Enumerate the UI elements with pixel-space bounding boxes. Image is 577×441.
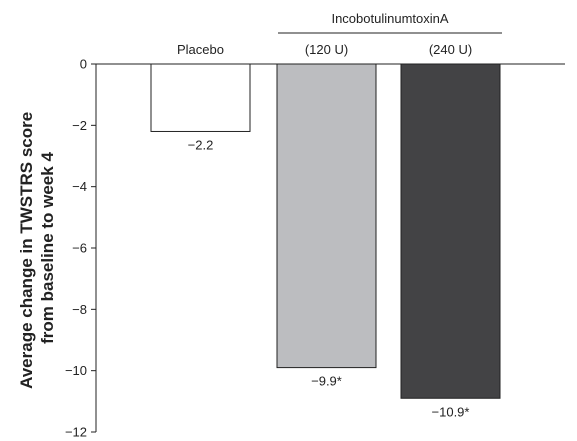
bar <box>400 63 501 399</box>
category-label: (120 U) <box>305 42 348 57</box>
bars: Placebo −2.2 (120 U) −9.9* (240 U) −10.9* <box>150 42 501 419</box>
data-label: −9.9* <box>311 374 342 389</box>
y-tick-label: −12 <box>65 425 87 440</box>
y-axis-ticks: 0 −2 −4 −6 −8 −10 −12 <box>65 57 96 440</box>
y-axis-label-line-2: from baseline to week 4 <box>38 152 57 344</box>
y-tick-label: −4 <box>72 179 87 194</box>
y-axis-label-line-1: Average change in TWSTRS score <box>17 112 36 389</box>
bar <box>150 63 251 132</box>
category-label: (240 U) <box>429 42 472 57</box>
data-label: −2.2 <box>188 137 214 152</box>
bar <box>276 63 377 369</box>
y-tick-label: −6 <box>72 241 87 256</box>
y-tick-label: 0 <box>80 57 87 72</box>
y-tick-label: −2 <box>72 118 87 133</box>
group-label: IncobotulinumtoxinA <box>331 11 448 26</box>
y-axis-label: Average change in TWSTRS score from base… <box>17 107 57 389</box>
y-tick-label: −8 <box>72 302 87 317</box>
y-tick-label: −10 <box>65 363 87 378</box>
category-label: Placebo <box>177 42 224 57</box>
data-label: −10.9* <box>432 404 470 419</box>
